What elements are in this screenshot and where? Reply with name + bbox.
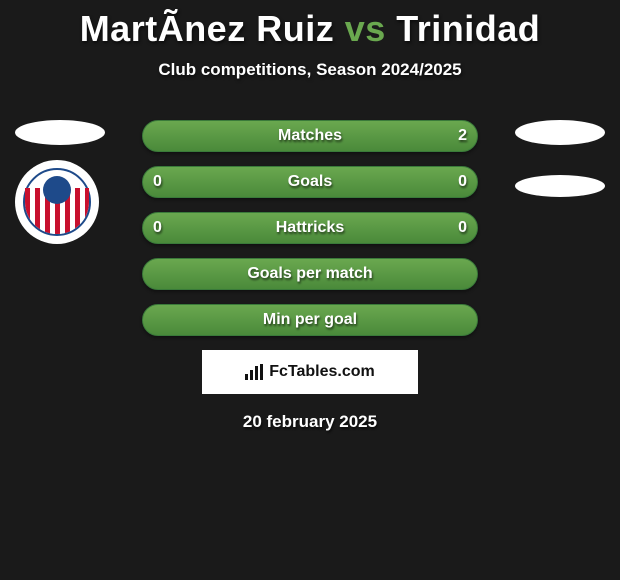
stat-label: Goals — [288, 173, 332, 191]
branding-text: FcTables.com — [269, 363, 375, 381]
season-subtitle: Club competitions, Season 2024/2025 — [0, 60, 620, 80]
barchart-icon — [245, 364, 265, 380]
stat-right-value: 2 — [458, 127, 467, 145]
player1-name: MartÃnez Ruiz — [80, 8, 335, 49]
player1-club-badge — [15, 160, 99, 244]
player2-avatar-column — [515, 120, 605, 197]
stat-left-value: 0 — [153, 173, 162, 191]
stat-row-goals: 0 Goals 0 — [142, 166, 478, 198]
stat-right-value: 0 — [458, 173, 467, 191]
stat-rows: Matches 2 0 Goals 0 0 Hattricks 0 Goals … — [142, 120, 478, 336]
vs-separator: vs — [345, 8, 386, 49]
player2-name: Trinidad — [396, 8, 540, 49]
stat-row-hattricks: 0 Hattricks 0 — [142, 212, 478, 244]
player2-avatar-placeholder — [515, 120, 605, 145]
stat-label: Hattricks — [276, 219, 344, 237]
branding-banner: FcTables.com — [202, 350, 418, 394]
player1-avatar-column — [15, 120, 105, 244]
stat-left-value: 0 — [153, 219, 162, 237]
stat-row-min-per-goal: Min per goal — [142, 304, 478, 336]
stats-area: Matches 2 0 Goals 0 0 Hattricks 0 Goals … — [0, 120, 620, 432]
player1-avatar-placeholder — [15, 120, 105, 145]
stat-row-matches: Matches 2 — [142, 120, 478, 152]
comparison-title: MartÃnez Ruiz vs Trinidad — [0, 8, 620, 50]
stat-right-value: 0 — [458, 219, 467, 237]
stat-row-goals-per-match: Goals per match — [142, 258, 478, 290]
stat-label: Matches — [278, 127, 342, 145]
stat-label: Goals per match — [247, 265, 372, 283]
player2-club-placeholder — [515, 175, 605, 197]
snapshot-date: 20 february 2025 — [0, 412, 620, 432]
club-badge-icon — [23, 168, 91, 236]
stat-label: Min per goal — [263, 311, 357, 329]
